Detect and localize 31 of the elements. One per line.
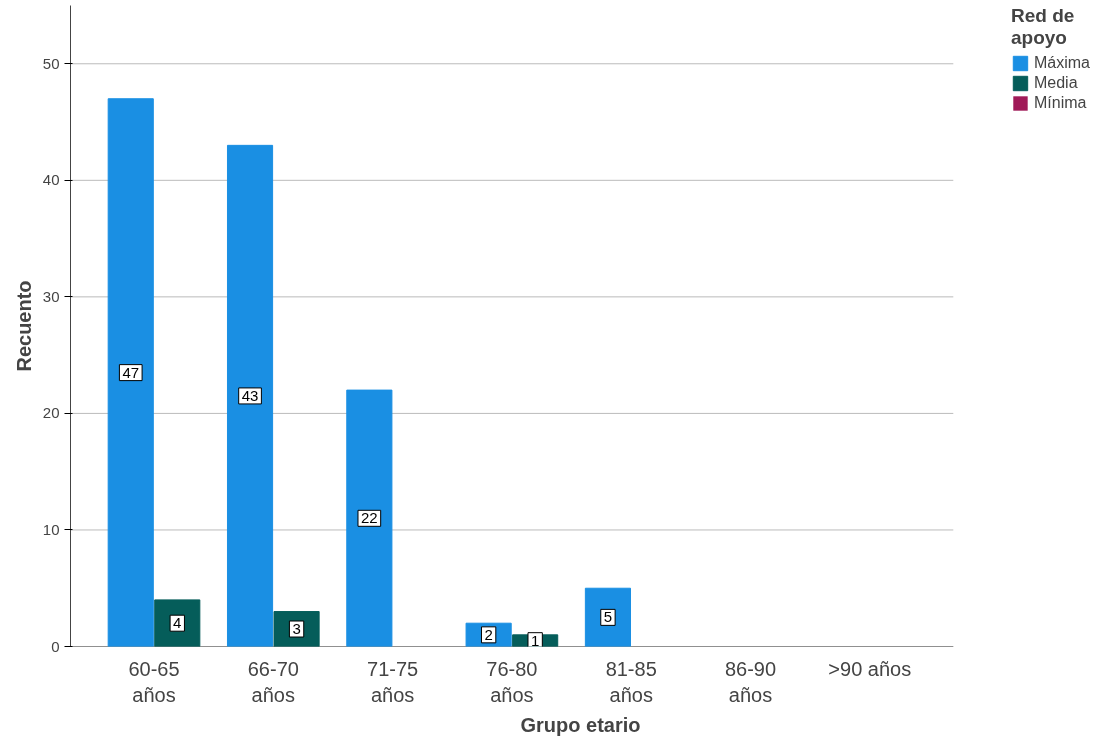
x-tick-label: 60-65 años — [128, 657, 180, 706]
data-label: 5 — [603, 608, 613, 626]
data-label: 22 — [361, 509, 378, 527]
legend-label: Mínima — [1033, 94, 1087, 112]
x-tick-label: 76-80 años — [486, 657, 538, 706]
x-tick-label: >90 años — [828, 657, 912, 680]
y-tick-label: 0 — [51, 637, 60, 655]
y-tick-label: 10 — [42, 520, 60, 538]
bar — [346, 389, 393, 647]
x-tick-label: 86-90 años — [724, 657, 777, 706]
bar — [226, 144, 274, 647]
x-tick-label: 81-85 años — [605, 657, 657, 706]
data-label: 3 — [292, 620, 301, 638]
data-label: 47 — [122, 363, 140, 381]
data-label: 1 — [531, 631, 540, 649]
bar — [584, 587, 631, 647]
legend-label: Máxima — [1033, 54, 1090, 72]
x-tick-label: 66-70 años — [247, 657, 299, 706]
y-tick-label: 30 — [42, 287, 60, 305]
bar — [107, 98, 154, 647]
y-tick-label: 40 — [42, 171, 60, 189]
x-axis-title: Grupo etario — [520, 713, 641, 736]
data-label: 2 — [484, 625, 493, 643]
data-label: 4 — [173, 614, 182, 632]
data-label: 43 — [241, 386, 259, 404]
legend-label: Media — [1033, 74, 1078, 92]
legend-title: Red de apoyo — [1010, 5, 1076, 49]
x-tick-label: 71-75 años — [367, 657, 419, 706]
y-axis-title: Recuento — [12, 280, 35, 372]
y-tick-label: 20 — [42, 404, 60, 422]
y-tick-label: 50 — [42, 54, 60, 72]
